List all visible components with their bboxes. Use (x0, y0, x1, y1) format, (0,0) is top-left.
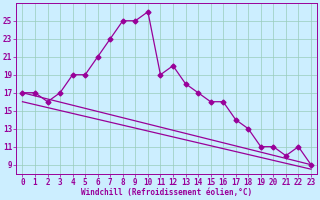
X-axis label: Windchill (Refroidissement éolien,°C): Windchill (Refroidissement éolien,°C) (81, 188, 252, 197)
